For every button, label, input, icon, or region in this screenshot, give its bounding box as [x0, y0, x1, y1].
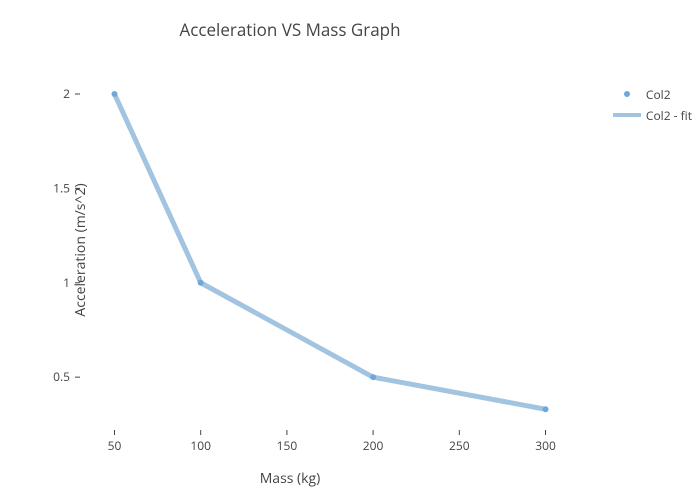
plot-area[interactable]: 501001502002503000.511.52 [80, 60, 580, 430]
svg-text:300: 300 [535, 437, 556, 454]
svg-text:150: 150 [277, 437, 298, 454]
line-icon [613, 113, 641, 117]
svg-text:0.5: 0.5 [53, 368, 70, 385]
plot-svg: 501001502002503000.511.52 [80, 60, 580, 430]
svg-text:1: 1 [63, 274, 70, 291]
svg-text:200: 200 [363, 437, 384, 454]
dot-icon [624, 91, 630, 97]
legend[interactable]: Col2 Col2 - fit [612, 85, 692, 127]
chart-container: Acceleration VS Mass Graph Acceleration … [0, 0, 700, 500]
svg-text:1.5: 1.5 [53, 179, 70, 196]
legend-label: Col2 - fit [646, 107, 692, 124]
svg-text:50: 50 [108, 437, 122, 454]
x-axis-label: Mass (kg) [0, 469, 580, 488]
legend-item-col2[interactable]: Col2 [612, 85, 692, 103]
legend-marker-dot [612, 91, 642, 97]
legend-item-col2-fit[interactable]: Col2 - fit [612, 106, 692, 124]
svg-text:100: 100 [190, 437, 211, 454]
svg-text:250: 250 [449, 437, 470, 454]
legend-label: Col2 [646, 86, 671, 103]
legend-marker-line [612, 113, 642, 117]
svg-text:2: 2 [63, 85, 70, 102]
chart-title: Acceleration VS Mass Graph [0, 18, 580, 41]
